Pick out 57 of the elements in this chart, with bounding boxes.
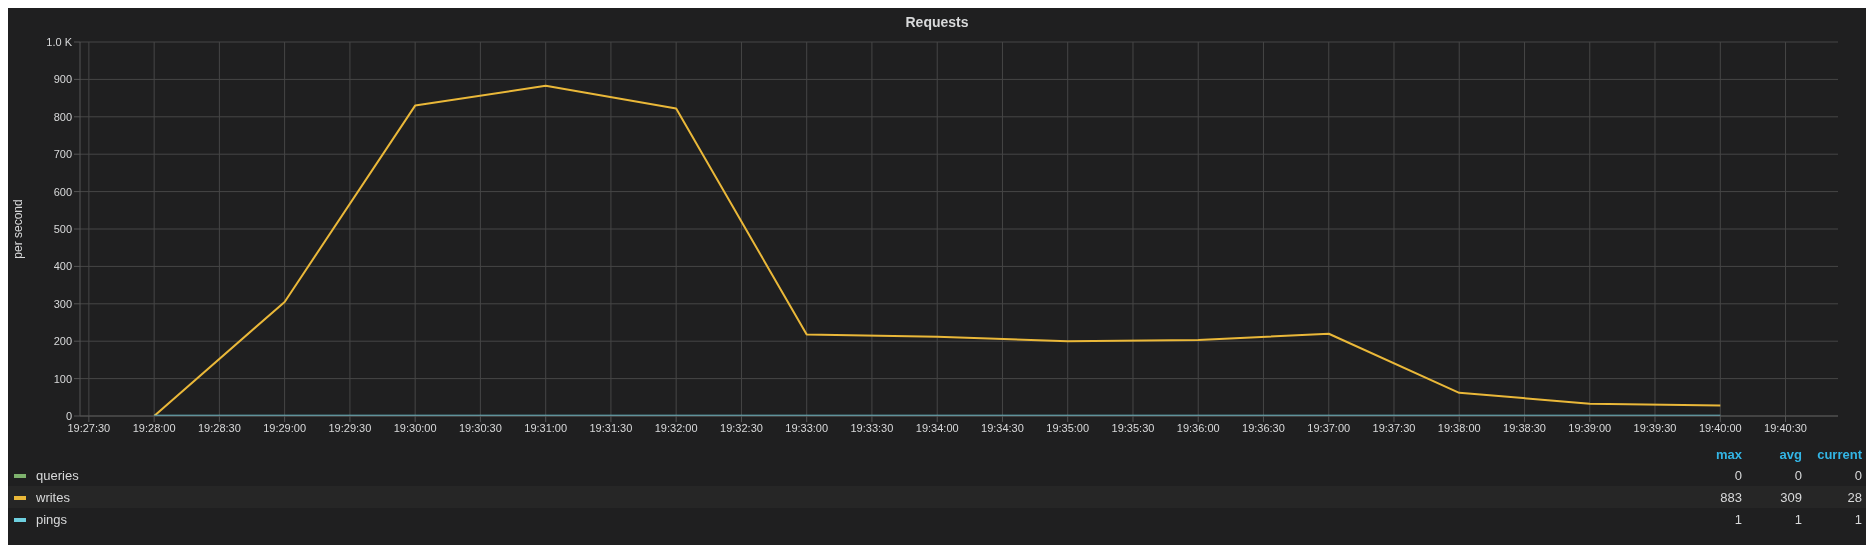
legend-label: writes <box>35 488 71 507</box>
text: 0 <box>1793 466 1803 485</box>
y-axis-title: per second <box>11 199 26 259</box>
x-tick-label: 19:36:00 <box>1176 421 1220 434</box>
x-tick-label: 19:29:00 <box>263 421 307 434</box>
y-tick-label: 800 <box>53 110 72 123</box>
y-tick-label: 200 <box>53 335 72 348</box>
x-tick-label: 19:35:30 <box>1111 421 1155 434</box>
x-tick-label: 19:27:30 <box>67 421 111 434</box>
x-tick-label: 19:32:00 <box>654 421 698 434</box>
y-tick-label: 0 <box>65 409 72 422</box>
x-tick-label: 19:37:00 <box>1307 421 1351 434</box>
y-tick-label: 1.0 K <box>46 35 73 48</box>
x-tick-label: 19:35:00 <box>1046 421 1090 434</box>
x-tick-label: 19:33:00 <box>785 421 829 434</box>
y-tick-label: 900 <box>53 73 72 86</box>
x-tick-label: 19:40:00 <box>1698 421 1742 434</box>
x-tick-label: 19:36:30 <box>1242 421 1285 434</box>
y-tick-label: 300 <box>53 297 72 310</box>
y-tick-label: 100 <box>53 372 72 385</box>
x-tick-label: 19:31:30 <box>589 421 633 434</box>
y-tick-label: 600 <box>53 185 72 198</box>
x-tick-label: 19:34:00 <box>915 421 959 434</box>
text: 0 <box>1853 466 1863 485</box>
x-tick-label: 19:30:00 <box>393 421 437 434</box>
x-tick-label: 19:37:30 <box>1372 421 1416 434</box>
x-tick-label: 19:34:30 <box>981 421 1024 434</box>
x-tick-label: 19:39:30 <box>1633 421 1677 434</box>
text: avg <box>1778 445 1803 464</box>
chart-title: Requests <box>904 13 970 32</box>
text: 28 <box>1846 488 1863 507</box>
line-series <box>153 84 1722 416</box>
text: 1 <box>1793 510 1803 529</box>
y-tick-label: 500 <box>53 222 72 235</box>
y-tick-label: 400 <box>53 260 72 273</box>
y-tick-label: 700 <box>53 148 72 161</box>
x-tick-label: 19:39:00 <box>1568 421 1612 434</box>
text: 309 <box>1779 488 1803 507</box>
text: 0 <box>1733 466 1743 485</box>
x-tick-label: 19:38:00 <box>1437 421 1481 434</box>
text: current <box>1816 445 1863 464</box>
legend-label: queries <box>35 466 80 485</box>
x-tick-label: 19:30:30 <box>458 421 502 434</box>
text: 1 <box>1853 510 1863 529</box>
x-tick-label: 19:38:30 <box>1503 421 1546 434</box>
text: 883 <box>1719 488 1743 507</box>
x-tick-label: 19:32:30 <box>720 421 763 434</box>
panel-background: Requests 19:27:30 19:28:00 19:28:30 19:29:00 19:29:30 19:30:00 19:30:30 19:31:00 19:31:30 19:32:00 19:32:30 19:33:00 19:33:30 19:34:00 19:34:30 19:35:00 19:35:30 19:36:00 19:36:30 19:37:00 19:37:30 19:38:00 19:38:30 19:39:00 19:39:30 19:40:00 19:40:30 0 100 200 300 400 500 600 700 800 900 1.0 K per second max avg current queries 0 0 0 writes 883 309 28 pings 1 1 1 <box>8 8 1866 545</box>
text: 1 <box>1733 510 1743 529</box>
x-tick-label: 19:28:30 <box>197 421 241 434</box>
x-tick-label: 19:31:00 <box>524 421 568 434</box>
legend-label: pings <box>35 510 69 529</box>
x-tick-label: 19:33:30 <box>850 421 894 434</box>
text: max <box>1714 445 1743 464</box>
x-tick-label: 19:29:30 <box>328 421 372 434</box>
x-tick-label: 19:28:00 <box>132 421 176 434</box>
x-tick-label: 19:40:30 <box>1764 421 1807 434</box>
